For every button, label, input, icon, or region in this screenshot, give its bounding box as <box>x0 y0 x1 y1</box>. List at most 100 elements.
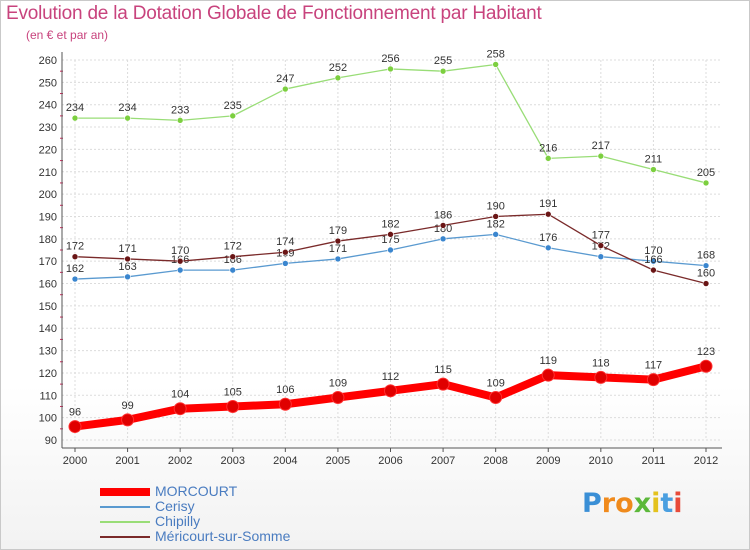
data-point-mericourt-2005 <box>334 237 342 245</box>
chart-title: Evolution de la Dotation Globale de Fonc… <box>6 3 542 24</box>
data-label-cerisy-2012: 168 <box>697 250 715 262</box>
data-point-cerisy-2011 <box>650 257 657 265</box>
data-label-morcourt-2012: 123 <box>697 346 715 358</box>
legend-label-morcourt: MORCOURT <box>155 483 238 499</box>
data-label-mericourt-2002: 170 <box>171 245 189 257</box>
data-point-cerisy-2007 <box>439 235 447 243</box>
data-point-chipilly-2004 <box>282 85 289 93</box>
data-point-morcourt-2007 <box>436 377 450 391</box>
data-point-morcourt-2004 <box>278 397 292 411</box>
data-point-mericourt-2008 <box>492 213 499 220</box>
data-point-chipilly-2011 <box>650 166 657 173</box>
data-label-mericourt-2009: 191 <box>539 198 557 210</box>
data-point-morcourt-2002 <box>173 402 187 416</box>
data-label-cerisy-2000: 162 <box>66 263 84 275</box>
y-tick-label-110: 110 <box>39 390 57 402</box>
data-point-cerisy-2005 <box>334 255 342 263</box>
data-label-chipilly-2007: 255 <box>434 55 452 67</box>
data-point-cerisy-2012 <box>702 262 710 269</box>
data-label-chipilly-2000: 234 <box>66 102 84 114</box>
data-point-mericourt-2009 <box>544 210 552 218</box>
data-point-mericourt-2001 <box>124 255 131 263</box>
legend-label-cerisy: Cerisy <box>155 498 195 514</box>
y-tick-label-220: 220 <box>39 144 57 156</box>
logo-letter: x <box>633 488 652 519</box>
data-point-mericourt-2012 <box>702 280 710 287</box>
data-point-mericourt-2002 <box>176 257 184 265</box>
data-label-mericourt-2003: 172 <box>224 241 242 253</box>
data-label-morcourt-2003: 105 <box>224 386 242 398</box>
data-point-mericourt-2011 <box>650 266 657 274</box>
data-label-chipilly-2001: 234 <box>118 102 136 114</box>
data-label-mericourt-2012: 160 <box>697 268 715 280</box>
data-point-mericourt-2003 <box>229 253 237 261</box>
data-point-cerisy-2006 <box>387 246 394 254</box>
y-tick-label-240: 240 <box>39 100 57 112</box>
data-label-morcourt-2007: 115 <box>434 364 452 376</box>
data-label-chipilly-2002: 233 <box>171 104 189 116</box>
data-label-chipilly-2004: 247 <box>276 73 294 85</box>
y-tick-label-140: 140 <box>39 323 57 335</box>
data-label-morcourt-2002: 104 <box>171 389 189 401</box>
y-tick-label-170: 170 <box>39 256 57 268</box>
data-label-mericourt-2006: 182 <box>381 218 399 230</box>
data-label-mericourt-2010: 177 <box>592 230 610 242</box>
data-label-morcourt-2004: 106 <box>276 384 294 396</box>
y-tick-label-100: 100 <box>39 413 57 425</box>
data-point-cerisy-2000 <box>71 275 79 283</box>
data-point-chipilly-2009 <box>544 155 552 162</box>
data-point-morcourt-2001 <box>121 413 135 427</box>
data-point-cerisy-2002 <box>176 266 184 274</box>
legend-swatch-chipilly <box>100 520 150 523</box>
y-tick-label-190: 190 <box>39 211 57 223</box>
data-point-chipilly-2007 <box>439 67 447 75</box>
data-label-mericourt-2011: 166 <box>644 254 662 266</box>
y-tick-label-250: 250 <box>39 77 57 89</box>
data-point-chipilly-2002 <box>176 117 184 124</box>
data-label-chipilly-2006: 256 <box>381 53 399 65</box>
data-point-cerisy-2009 <box>544 244 552 252</box>
data-point-chipilly-2006 <box>387 65 394 73</box>
data-label-morcourt-2009: 119 <box>539 355 557 367</box>
y-tick-label-160: 160 <box>39 279 57 291</box>
data-label-morcourt-2011: 117 <box>645 360 663 372</box>
data-point-chipilly-2008 <box>492 61 499 68</box>
data-label-cerisy-2011: 170 <box>644 245 662 257</box>
legend-label-chipilly: Chipilly <box>155 513 201 529</box>
legend-swatch-mericourt <box>100 535 150 538</box>
logo-letter: r <box>601 488 616 519</box>
data-point-morcourt-2012 <box>699 359 713 373</box>
data-label-mericourt-2005: 179 <box>329 225 347 237</box>
data-label-morcourt-2005: 109 <box>329 378 347 390</box>
x-tick-label-2007: 2007 <box>431 455 455 467</box>
data-point-mericourt-2006 <box>387 231 394 238</box>
data-point-chipilly-2003 <box>229 112 237 120</box>
data-point-chipilly-2005 <box>334 74 342 82</box>
data-label-chipilly-2005: 252 <box>329 62 347 74</box>
data-point-morcourt-2011 <box>646 373 660 387</box>
y-tick-label-150: 150 <box>39 301 57 313</box>
data-point-chipilly-2010 <box>597 152 605 160</box>
x-tick-label-2009: 2009 <box>536 455 560 467</box>
data-label-cerisy-2005: 171 <box>329 243 347 255</box>
y-tick-label-210: 210 <box>39 167 57 179</box>
data-point-morcourt-2005 <box>331 391 345 405</box>
chart-subtitle: (en € et par an) <box>26 28 109 42</box>
logo-letter: o <box>615 488 634 519</box>
data-label-mericourt-2000: 172 <box>66 241 84 253</box>
logo-letter: i <box>673 488 683 519</box>
logo-letter: t <box>660 488 674 519</box>
x-tick-label-2011: 2011 <box>642 455 666 467</box>
y-tick-label-230: 230 <box>39 122 57 134</box>
proxiti-logo: Proxiti <box>582 488 683 519</box>
data-point-morcourt-2003 <box>226 399 240 413</box>
x-tick-label-2003: 2003 <box>221 455 245 467</box>
x-tick-label-2010: 2010 <box>589 455 613 467</box>
data-point-cerisy-2010 <box>597 253 605 261</box>
data-point-morcourt-2010 <box>594 370 608 384</box>
data-label-cerisy-2001: 163 <box>118 261 136 273</box>
data-label-chipilly-2009: 216 <box>539 142 557 154</box>
data-point-chipilly-2012 <box>702 179 710 187</box>
data-label-chipilly-2012: 205 <box>697 167 715 179</box>
